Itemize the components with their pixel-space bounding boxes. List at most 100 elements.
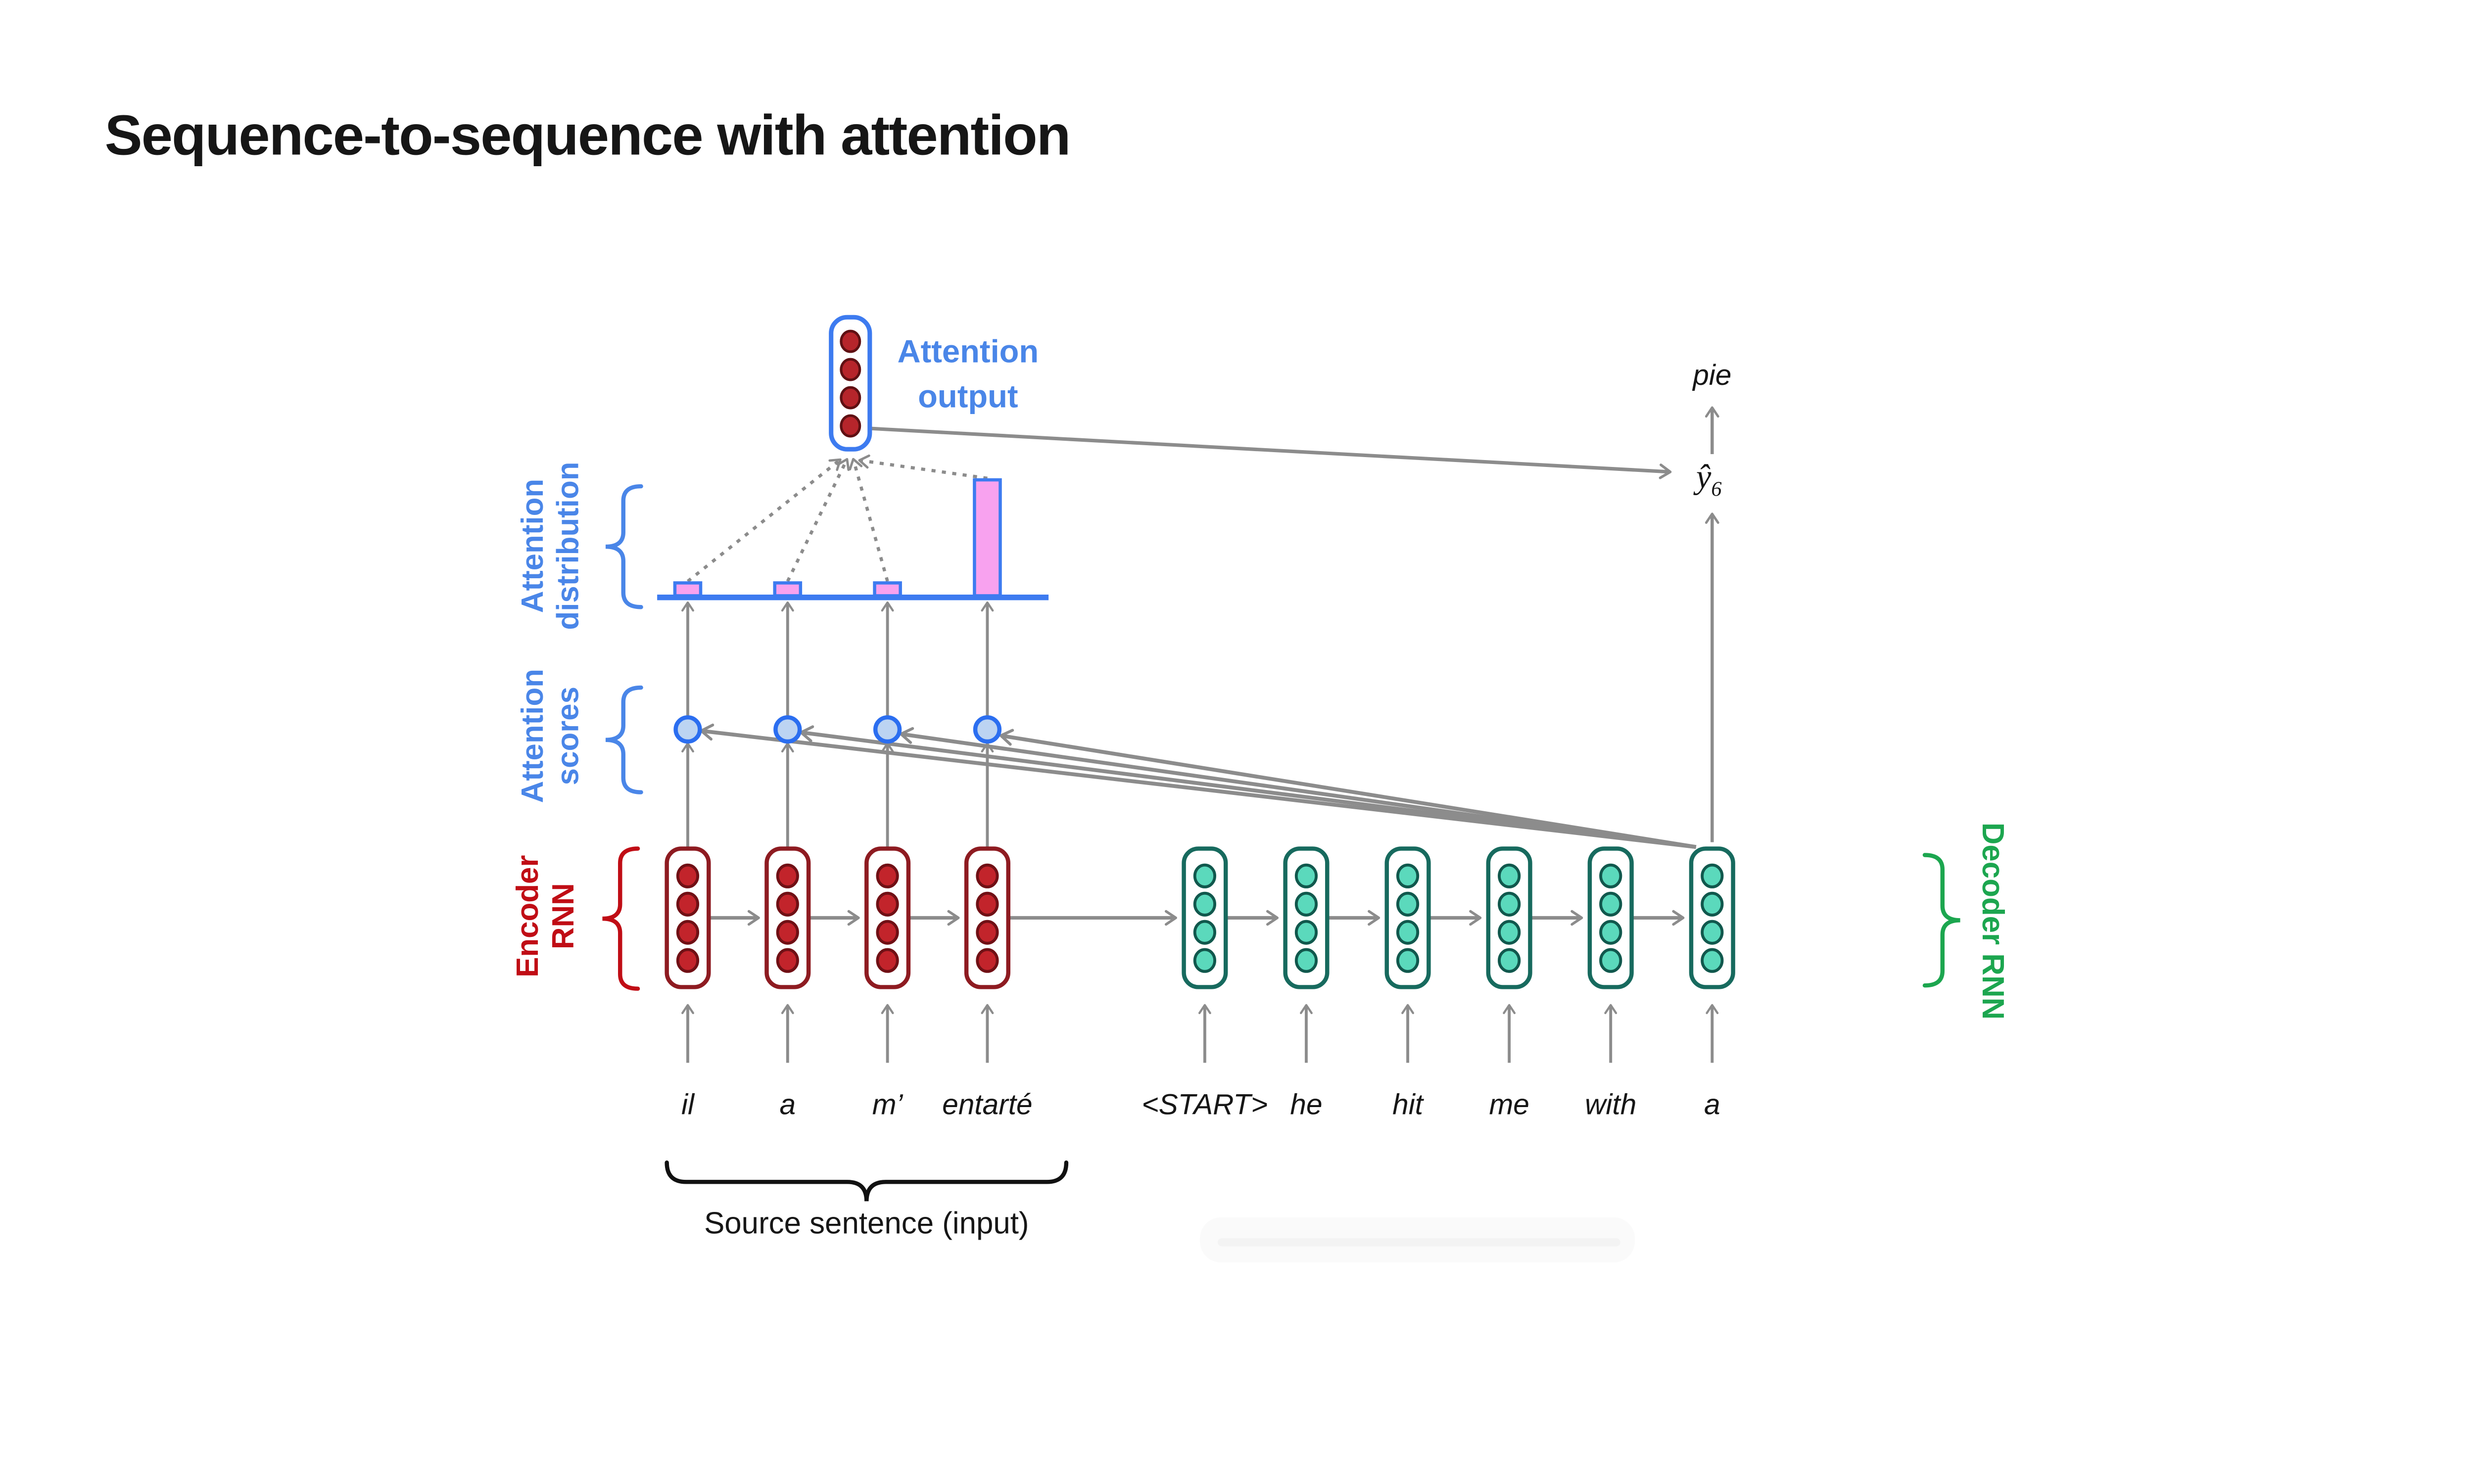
hidden-unit-circle <box>676 863 700 888</box>
attention-distribution-brace <box>605 484 643 609</box>
decoder-state-box-1 <box>1182 846 1228 989</box>
attention-scores-brace <box>605 685 643 794</box>
source-word-1: il <box>681 1089 695 1121</box>
hidden-unit-circle <box>1498 948 1521 973</box>
yhat-symbol: ŷ6 <box>1693 458 1722 501</box>
attention-bar-1 <box>673 581 703 598</box>
yhat-base: ŷ <box>1693 458 1712 495</box>
hidden-unit-circle <box>1396 948 1420 973</box>
hidden-unit-circle <box>1498 863 1521 888</box>
hidden-unit-circle <box>1701 891 1724 917</box>
hidden-unit-circle <box>776 948 799 973</box>
encoder-rnn-brace <box>602 846 640 991</box>
hidden-unit-circle <box>1701 948 1724 973</box>
hidden-unit-circle <box>1396 891 1420 917</box>
hidden-unit-circle <box>1701 863 1724 888</box>
decoder-state-box-5 <box>1587 846 1634 989</box>
attention-distribution-label: Attention distribution <box>516 462 585 630</box>
slide-canvas: il a m’ entarté <START> he hit me with a Sequence… <box>104 104 2010 1263</box>
hidden-unit-circle <box>876 891 899 917</box>
hidden-unit-circle <box>1294 863 1318 888</box>
encoder-rnn-label-line1: Encoder <box>511 855 545 977</box>
weighted-sum-dotted-arrow-2 <box>786 458 850 582</box>
yhat-subscript: 6 <box>1711 478 1721 501</box>
hidden-unit-circle <box>976 863 999 888</box>
hidden-unit-circle <box>976 920 999 945</box>
artifact-smudge <box>1200 1217 1635 1263</box>
encoder-rnn-label-line2: RNN <box>546 883 580 949</box>
hidden-unit-circle <box>676 891 700 917</box>
source-sentence-caption: Source sentence (input) <box>704 1206 1029 1240</box>
hidden-unit-circle <box>1396 920 1420 945</box>
encoder-state-box-4 <box>964 846 1010 989</box>
hidden-unit-circle <box>1701 920 1724 945</box>
hidden-unit-circle <box>1599 920 1622 945</box>
hidden-unit-circle <box>1396 863 1420 888</box>
decoder-state-box-4 <box>1486 846 1532 989</box>
target-word-4: me <box>1489 1089 1529 1121</box>
hidden-unit-circle <box>976 891 999 917</box>
attention-score-dot-4 <box>973 715 1002 744</box>
weighted-sum-dotted-arrow-4 <box>858 454 988 480</box>
hidden-unit-circle <box>1498 891 1521 917</box>
hidden-unit-circle <box>676 948 700 973</box>
attention-score-dot-2 <box>773 715 802 744</box>
source-word-2: a <box>780 1089 796 1121</box>
encoder-state-box-2 <box>764 846 811 989</box>
attention-distribution-label-line2: distribution <box>551 462 585 630</box>
decoder-rnn-brace <box>1922 853 1960 988</box>
encoder-state-box-1 <box>665 846 711 989</box>
attention-output-to-yhat-arrow <box>868 426 1672 479</box>
attention-scores-label-line1: Attention <box>516 669 550 803</box>
hidden-unit-circle <box>1599 863 1622 888</box>
hidden-unit-circle <box>676 920 700 945</box>
hidden-unit-circle <box>1193 948 1217 973</box>
encoder-rnn-label: Encoder RNN <box>511 855 580 977</box>
decoder-to-score-2-arrow <box>800 725 1697 849</box>
weighted-sum-dotted-arrow-1 <box>686 458 842 583</box>
decoder-state-box-2 <box>1283 846 1330 989</box>
target-word-5: with <box>1585 1089 1636 1121</box>
hidden-unit-circle <box>1193 863 1217 888</box>
hidden-unit-circle <box>776 891 799 917</box>
decoder-rnn-label: Decoder RNN <box>1976 823 2010 1020</box>
attention-output-label-line2: output <box>918 378 1018 415</box>
attention-score-dot-3 <box>873 715 902 744</box>
hidden-unit-circle <box>1294 920 1318 945</box>
svg-text:Decoder RNN: Decoder RNN <box>1976 823 2010 1020</box>
attention-output-unit-circle <box>840 329 861 353</box>
decoder-to-score-3-arrow <box>900 727 1697 849</box>
attention-output-box <box>829 315 872 452</box>
source-word-3: m’ <box>872 1089 904 1121</box>
attention-output-unit-circle <box>840 358 861 381</box>
attention-bar-4 <box>973 478 1002 598</box>
hidden-unit-circle <box>776 863 799 888</box>
attention-output-unit-circle <box>840 414 861 438</box>
hidden-unit-circle <box>1599 891 1622 917</box>
hidden-unit-circle <box>1599 948 1622 973</box>
hidden-unit-circle <box>876 948 899 973</box>
attention-output-label: Attention output <box>898 333 1039 414</box>
target-word-1: <START> <box>1142 1089 1268 1121</box>
hidden-unit-circle <box>876 863 899 888</box>
encoder-state-box-3 <box>864 846 911 989</box>
attention-scores-label-line2: scores <box>551 687 585 785</box>
target-word-3: hit <box>1392 1089 1425 1121</box>
hidden-unit-circle <box>1294 948 1318 973</box>
weighted-sum-dotted-arrow-3 <box>849 458 889 582</box>
predicted-word: pie <box>1692 359 1731 391</box>
hidden-unit-circle <box>1294 891 1318 917</box>
attention-output-unit-circle <box>840 386 861 410</box>
hidden-unit-circle <box>1193 920 1217 945</box>
decoder-state-box-6 <box>1689 846 1735 989</box>
attention-distribution-label-line1: Attention <box>516 479 550 613</box>
attention-score-dot-1 <box>673 715 702 744</box>
attention-scores-label: Attention scores <box>516 669 585 803</box>
hidden-unit-circle <box>1193 891 1217 917</box>
decoder-state-box-3 <box>1384 846 1431 989</box>
source-word-4: entarté <box>942 1089 1032 1121</box>
attention-bar-3 <box>873 581 902 598</box>
decoder-to-score-4-arrow <box>999 729 1697 849</box>
hidden-unit-circle <box>876 920 899 945</box>
target-word-2: he <box>1290 1089 1322 1121</box>
